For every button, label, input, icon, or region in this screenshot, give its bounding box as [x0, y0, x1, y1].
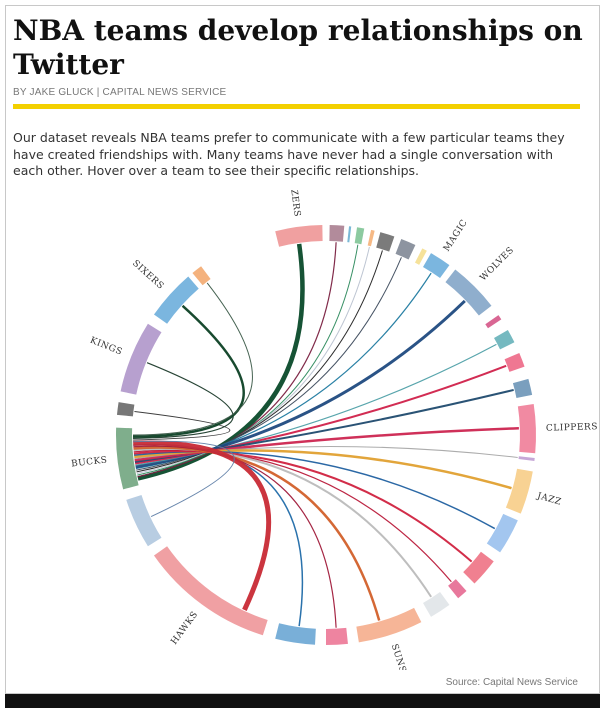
chord-link-team-22 [133, 440, 235, 518]
team-arc-unlabeled-4[interactable] [367, 229, 375, 247]
team-arc-magic[interactable] [423, 253, 450, 279]
chord-link-clippers [134, 427, 519, 462]
team-arc-unlabeled-3[interactable] [354, 227, 365, 245]
chord-link-team-16 [133, 449, 452, 583]
intro-paragraph: Our dataset reveals NBA teams prefer to … [13, 130, 565, 178]
chord-link-team-1 [137, 242, 337, 478]
team-arc-unlabeled-7[interactable] [414, 248, 427, 265]
chord-link-blazers [137, 243, 305, 481]
chord-link-hawks [133, 440, 272, 611]
team-arc-unlabeled-23[interactable] [275, 623, 316, 645]
team-label-kings: KINGS [88, 336, 123, 358]
byline: BY JAKE GLUCK | CAPITAL NEWS SERVICE [13, 87, 227, 98]
chord-link-team-19 [133, 445, 337, 628]
team-label-blazers: BLAZERS [286, 190, 302, 218]
team-label-hawks: HAWKS [169, 610, 200, 647]
team-arc-unlabeled-1[interactable] [329, 225, 345, 242]
chord-link-team-2 [137, 244, 359, 476]
team-arc-unlabeled-19[interactable] [448, 579, 467, 599]
team-label-jazz: JAZZ [535, 491, 562, 508]
footer-bar [5, 694, 600, 708]
team-arc-unlabeled-27[interactable] [116, 402, 135, 417]
team-arc-unlabeled-5[interactable] [376, 232, 395, 252]
team-arc-kings[interactable] [120, 323, 162, 395]
chord-link-kings [133, 362, 234, 439]
team-arc-jazz[interactable] [505, 468, 533, 514]
team-arc-wolves[interactable] [445, 269, 492, 316]
chord-arcs [116, 225, 536, 645]
chord-link-team-4 [136, 250, 383, 473]
team-arc-unlabeled-25[interactable] [126, 494, 162, 547]
team-arc-unlabeled-6[interactable] [395, 238, 416, 260]
team-arc-unlabeled-13[interactable] [512, 378, 533, 398]
team-arc-hawks[interactable] [153, 546, 268, 636]
chord-link-team-26 [132, 282, 253, 436]
chord-link-suns [133, 446, 381, 621]
team-arc-sixers[interactable] [153, 276, 199, 324]
team-arc-unlabeled-2[interactable] [347, 226, 352, 243]
team-arc-blazers[interactable] [275, 225, 323, 247]
chord-link-sixers [132, 304, 245, 438]
team-arc-clippers[interactable] [517, 403, 536, 454]
team-arc-unlabeled-12[interactable] [504, 352, 525, 372]
team-label-sixers: SIXERS [130, 259, 165, 292]
team-arc-suns[interactable] [356, 607, 422, 643]
team-arc-unlabeled-15[interactable] [518, 456, 535, 461]
team-arc-unlabeled-20[interactable] [423, 591, 450, 617]
team-arc-unlabeled-17[interactable] [486, 513, 518, 553]
team-label-suns: SUNS [389, 643, 408, 670]
chord-links [132, 242, 519, 628]
team-label-clippers: CLIPPERS [546, 422, 598, 434]
team-arc-unlabeled-18[interactable] [463, 551, 494, 584]
chord-link-team-15 [133, 450, 473, 563]
team-label-bucks: BUCKS [71, 455, 108, 469]
chord-link-team-3 [136, 246, 370, 474]
team-label-magic: MAGIC [442, 218, 470, 254]
accent-rule [13, 104, 580, 109]
team-arc-unlabeled-11[interactable] [494, 330, 515, 350]
chord-link-team-23 [133, 410, 231, 441]
source-note: Source: Capital News Service [445, 677, 578, 688]
team-label-wolves: WOLVES [478, 245, 516, 283]
chord-diagram: BLAZERS MAGIC WOLVES CLIPPERS JAZZ SUNS HAWKS B… [71, 190, 598, 670]
team-arc-unlabeled-30[interactable] [192, 266, 211, 286]
team-arc-unlabeled-10[interactable] [485, 315, 502, 329]
team-arc-bucks[interactable] [116, 427, 139, 490]
team-arc-unlabeled-22[interactable] [326, 627, 348, 645]
page-title: NBA teams develop relationships on Twitt… [13, 14, 583, 81]
